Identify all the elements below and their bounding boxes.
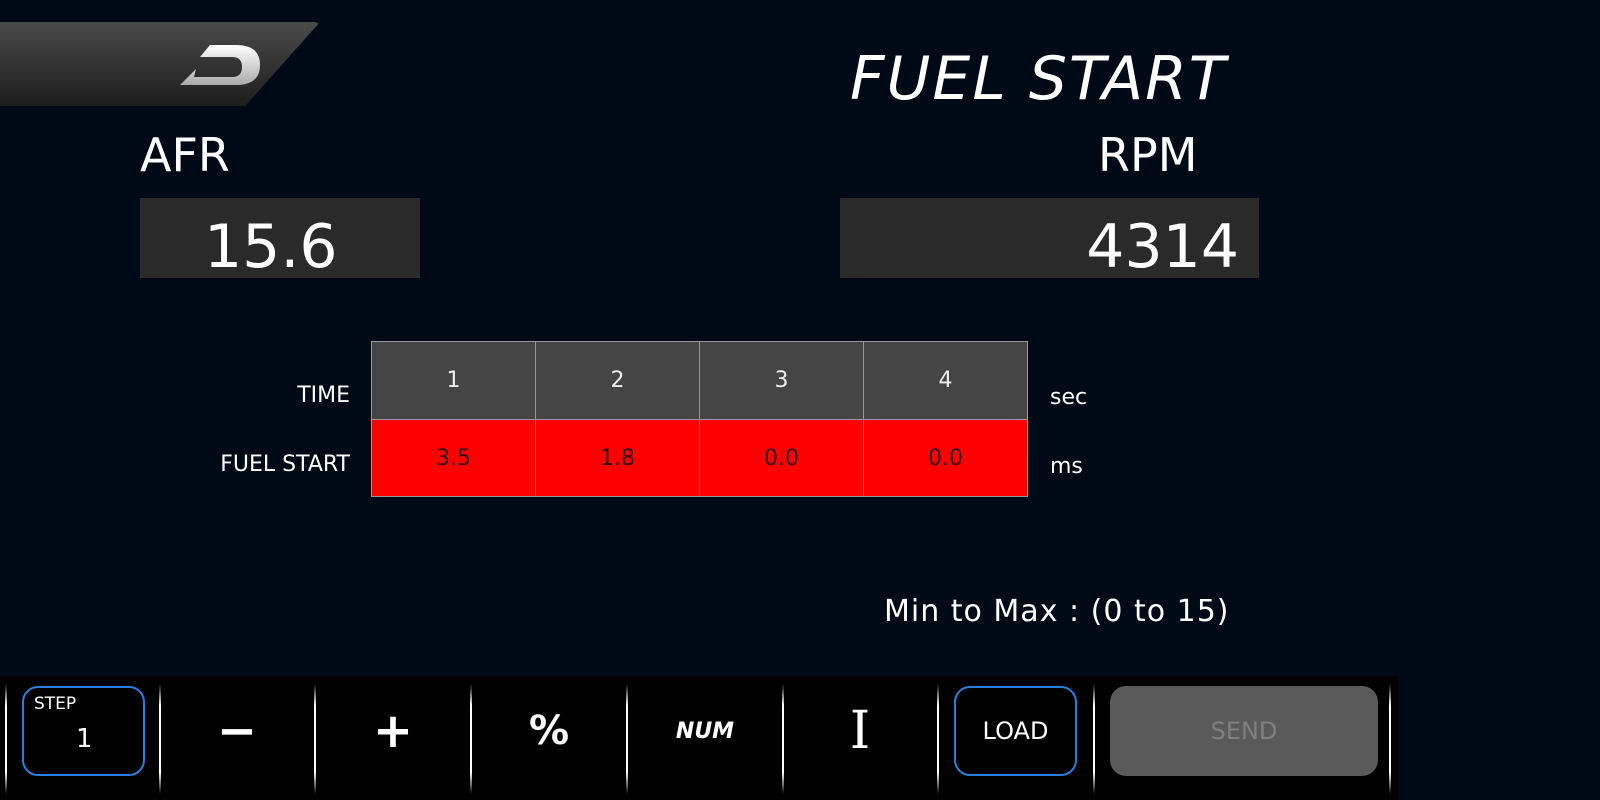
- num-button[interactable]: NUM: [675, 718, 735, 744]
- fuel-cell[interactable]: 1.8: [535, 419, 700, 497]
- time-cell[interactable]: 2: [535, 341, 700, 420]
- divider: [159, 684, 161, 794]
- afr-label: AFR: [140, 128, 230, 182]
- unit-sec: sec: [1050, 385, 1088, 410]
- brand-logo: [180, 45, 260, 85]
- divider: [937, 684, 939, 794]
- rpm-value: 4314: [840, 198, 1259, 282]
- step-label: STEP: [34, 694, 77, 714]
- page-title: FUEL START: [850, 44, 1228, 114]
- cursor-button[interactable]: I: [849, 701, 871, 761]
- plus-button[interactable]: +: [372, 703, 414, 759]
- divider: [1093, 684, 1095, 794]
- step-button[interactable]: STEP 1: [22, 686, 145, 776]
- divider: [314, 684, 316, 794]
- load-button[interactable]: LOAD: [954, 686, 1077, 776]
- time-cell[interactable]: 3: [699, 341, 864, 420]
- time-cell[interactable]: 4: [863, 341, 1028, 420]
- fuel-cell[interactable]: 0.0: [863, 419, 1028, 497]
- divider: [5, 684, 7, 794]
- logo-tab: [0, 22, 320, 106]
- minus-button[interactable]: −: [216, 703, 258, 759]
- divider: [782, 684, 784, 794]
- range-text: Min to Max : (0 to 15): [884, 594, 1230, 629]
- send-button[interactable]: SEND: [1110, 686, 1378, 776]
- fuel-cell[interactable]: 0.0: [699, 419, 864, 497]
- fuel-cell[interactable]: 3.5: [371, 419, 536, 497]
- divider: [626, 684, 628, 794]
- time-cell[interactable]: 1: [371, 341, 536, 420]
- row-label-time: TIME: [297, 383, 350, 408]
- divider: [470, 684, 472, 794]
- row-label-fuel-start: FUEL START: [220, 452, 350, 477]
- rpm-label: RPM: [1098, 128, 1198, 182]
- percent-button[interactable]: %: [528, 708, 570, 754]
- step-value: 1: [76, 724, 93, 754]
- divider: [1389, 684, 1391, 794]
- unit-ms: ms: [1050, 454, 1083, 479]
- afr-value: 15.6: [140, 198, 420, 282]
